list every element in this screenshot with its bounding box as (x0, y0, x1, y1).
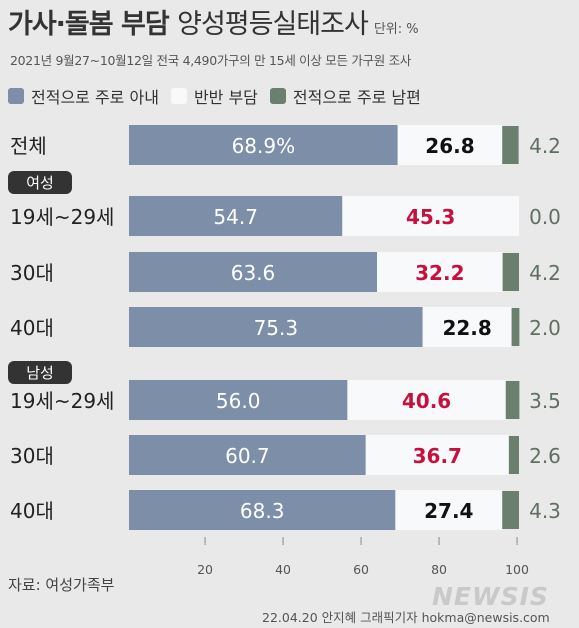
legend-swatch-wife (8, 88, 24, 104)
unit-label: 단위: % (373, 22, 419, 37)
label-husband: 4.2 (529, 261, 561, 285)
x-tick-label: 60 (353, 562, 369, 577)
label-wife: 60.7 (225, 444, 270, 468)
bar-husband (502, 126, 519, 164)
credit-line: 22.04.20 안지혜 그래픽기자 hokma@newsis.com (262, 610, 550, 625)
title-light: 양성평등실태조사 (177, 9, 369, 40)
label-husband: 4.2 (529, 134, 561, 158)
x-tick-label: 80 (431, 562, 447, 577)
bar-equal (347, 380, 506, 420)
label-husband: 2.6 (529, 444, 561, 468)
group-pill (8, 171, 72, 194)
group-label: 여성 (26, 174, 54, 192)
label-husband: 4.3 (529, 499, 561, 523)
label-wife: 68.9% (232, 134, 296, 158)
legend-label-husband: 전적으로 주로 남편 (292, 88, 421, 107)
label-husband: 2.0 (529, 316, 561, 340)
legend: 전적으로 주로 아내 반반 부담 전적으로 주로 남편 (8, 84, 433, 108)
bar-wife (129, 435, 366, 475)
source-note: 자료: 여성가족부 (8, 576, 115, 594)
bar-equal (422, 307, 512, 347)
legend-item-equal: 반반 부담 (170, 84, 258, 108)
bar-equal (397, 125, 503, 165)
bar-equal (395, 490, 503, 530)
label-equal: 36.7 (413, 444, 462, 468)
chart-title: 가사·돌봄 부담 양성평등실태조사 (8, 9, 369, 40)
label-wife: 75.3 (254, 316, 299, 340)
row-category-label: 40대 (10, 316, 54, 340)
row-category-label: 19세~29세 (10, 205, 114, 229)
bar-husband (511, 308, 520, 346)
group-label: 남성 (26, 364, 54, 382)
bar-wife (129, 196, 343, 236)
label-husband: 0.0 (529, 205, 561, 229)
title-main: 가사·돌봄 부담 (8, 9, 170, 40)
group-pill (8, 361, 72, 384)
x-tick-label: 100 (505, 562, 529, 577)
bar-husband (502, 491, 519, 529)
x-tick-label: 40 (275, 562, 291, 577)
legend-item-husband: 전적으로 주로 남편 (269, 84, 421, 108)
bar-wife (129, 307, 423, 347)
label-wife: 54.7 (213, 205, 258, 229)
label-equal: 22.8 (442, 316, 491, 340)
label-husband: 3.5 (529, 389, 561, 413)
bar-husband (502, 253, 519, 291)
label-wife: 68.3 (240, 499, 285, 523)
bar-wife (129, 252, 378, 292)
bar-wife (129, 380, 348, 420)
bar-wife (129, 490, 396, 530)
row-category-label: 19세~29세 (10, 389, 114, 413)
row-category-label: 30대 (10, 444, 54, 468)
label-equal: 45.3 (406, 205, 455, 229)
label-wife: 63.6 (231, 261, 276, 285)
label-wife: 56.0 (216, 389, 261, 413)
legend-swatch-equal (170, 88, 187, 104)
title-block: 가사·돌봄 부담 양성평등실태조사 단위: % (8, 2, 419, 41)
legend-swatch-husband (269, 88, 286, 104)
label-equal: 26.8 (425, 134, 474, 158)
legend-label-wife: 전적으로 주로 아내 (31, 88, 159, 107)
row-category-label: 전체 (10, 134, 47, 158)
bar-equal (365, 435, 509, 475)
bar-husband (508, 436, 519, 474)
legend-label-equal: 반반 부담 (193, 88, 258, 107)
label-equal: 40.6 (402, 389, 451, 413)
chart-subtitle: 2021년 9월27~10월12일 전국 4,490가구의 만 15세 이상 모… (10, 53, 412, 68)
bar-wife (129, 125, 398, 165)
label-equal: 27.4 (424, 499, 473, 523)
bar-equal (342, 196, 519, 236)
newsis-logo: NEWSIS (432, 582, 549, 611)
x-tick-label: 20 (197, 562, 213, 577)
row-category-label: 40대 (10, 499, 54, 523)
row-category-label: 30대 (10, 261, 54, 285)
legend-item-wife: 전적으로 주로 아내 (8, 84, 159, 108)
bar-equal (377, 252, 503, 292)
bar-husband (505, 381, 520, 419)
label-equal: 32.2 (415, 261, 464, 285)
